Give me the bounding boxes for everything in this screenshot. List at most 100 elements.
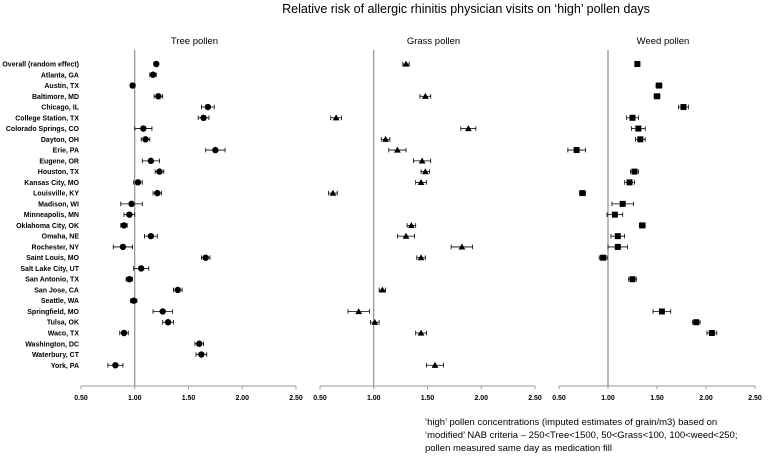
category-label: Saint Louis, MO [26, 255, 79, 262]
point-marker [120, 329, 128, 337]
x-tick-label: 2.50 [748, 395, 762, 402]
point-marker [329, 189, 337, 196]
point-marker [126, 276, 133, 283]
point-marker [332, 114, 340, 121]
footnote-line-3: pollen measured same day as medication f… [425, 443, 612, 454]
panels-group: Overall (random effect) Atlanta, GA Austin… [2, 36, 762, 402]
point-marker [198, 351, 205, 358]
category-label: College Station, TX [15, 115, 79, 122]
x-tick-label: 1.00 [601, 395, 615, 402]
panel-title: Weed pollen [637, 36, 690, 47]
point-marker [378, 286, 386, 293]
point-marker [629, 114, 636, 121]
category-label: Oklahoma City, OK [16, 223, 79, 230]
category-label: Eugene, OR [39, 158, 79, 165]
x-tick-label: 1.50 [650, 395, 664, 402]
category-label: Waterbury, CT [32, 352, 80, 359]
point-marker [458, 243, 466, 250]
point-marker [579, 190, 586, 197]
category-label: Chicago, IL [41, 105, 79, 112]
point-marker [655, 82, 662, 89]
category-label: Louisville, KY [33, 191, 79, 198]
point-marker [112, 362, 119, 369]
category-label: San Jose, CA [34, 287, 79, 294]
point-marker [600, 254, 607, 261]
category-label: Springfield, MO [27, 309, 79, 316]
point-marker [130, 297, 137, 304]
point-marker [138, 265, 145, 272]
point-marker [614, 233, 621, 240]
category-label: Houston, TX [38, 169, 80, 176]
footnote: ‘high’ pollen concentrations (imputed es… [425, 417, 737, 454]
x-tick-label: 2.00 [699, 395, 713, 402]
point-marker [402, 60, 410, 67]
point-marker [371, 318, 379, 325]
point-marker [611, 211, 618, 218]
point-marker [147, 232, 155, 240]
point-marker [417, 329, 425, 336]
category-label: Seattle, WA [41, 298, 79, 305]
x-tick-label: 1.00 [128, 395, 142, 402]
point-marker [200, 114, 207, 122]
point-marker [639, 222, 646, 229]
point-marker [140, 125, 147, 132]
point-marker [159, 308, 166, 315]
point-marker [382, 135, 389, 142]
point-marker [634, 61, 641, 67]
category-label: Omaha, NE [42, 234, 80, 241]
point-marker [154, 189, 161, 197]
point-marker [196, 340, 203, 347]
point-marker [693, 319, 700, 326]
point-marker [658, 308, 665, 315]
category-label: Madison, WI [38, 201, 79, 208]
point-marker [654, 93, 660, 100]
x-tick-label: 0.50 [313, 395, 327, 402]
point-marker [119, 243, 127, 251]
category-label: Baltimore, MD [32, 94, 79, 101]
point-marker [417, 178, 425, 185]
point-marker [212, 146, 219, 154]
footnote-line-1: ‘high’ pollen concentrations (imputed es… [425, 417, 717, 428]
category-label: Washington, DC [25, 341, 79, 348]
point-marker [631, 168, 638, 175]
point-marker [402, 232, 410, 239]
panel-title: Grass pollen [407, 36, 460, 47]
x-tick-label: 2.50 [289, 395, 303, 402]
point-marker [626, 179, 633, 186]
category-label: Kansas City, MO [24, 180, 79, 187]
point-marker [164, 319, 172, 326]
point-marker [629, 276, 636, 283]
x-tick-label: 1.50 [421, 395, 435, 402]
point-marker [128, 200, 135, 208]
category-label: York, PA [51, 363, 79, 370]
x-tick-label: 1.00 [367, 395, 381, 402]
point-marker [129, 82, 136, 89]
category-label: Colorado Springs, CO [6, 126, 80, 133]
category-label: Salt Lake City, UT [20, 266, 79, 273]
point-marker [394, 146, 401, 153]
x-tick-label: 0.50 [552, 395, 566, 402]
point-marker [619, 200, 626, 207]
point-marker [204, 103, 212, 111]
point-marker [421, 92, 429, 99]
x-tick-label: 0.50 [74, 395, 88, 402]
point-marker [149, 71, 157, 78]
category-label: Dayton, OH [41, 137, 79, 144]
x-tick-label: 1.50 [182, 395, 196, 402]
point-marker [407, 222, 415, 228]
category-label: Rochester, NY [32, 244, 80, 251]
point-marker [421, 168, 429, 175]
chart-title: Relative risk of allergic rhinitis physi… [282, 2, 650, 16]
point-marker [202, 254, 209, 261]
category-label: Minneapolis, MN [24, 212, 79, 219]
point-marker [680, 104, 687, 111]
x-tick-label: 2.00 [235, 395, 249, 402]
point-marker [355, 308, 363, 315]
footnote-line-2: ‘modified’ NAB criteria – 250<Tree<1500,… [425, 430, 737, 441]
category-label: Waco, TX [48, 331, 80, 338]
point-marker [126, 211, 133, 218]
point-marker [120, 222, 128, 229]
category-label: Erie, PA [53, 148, 79, 155]
point-marker [155, 93, 162, 100]
